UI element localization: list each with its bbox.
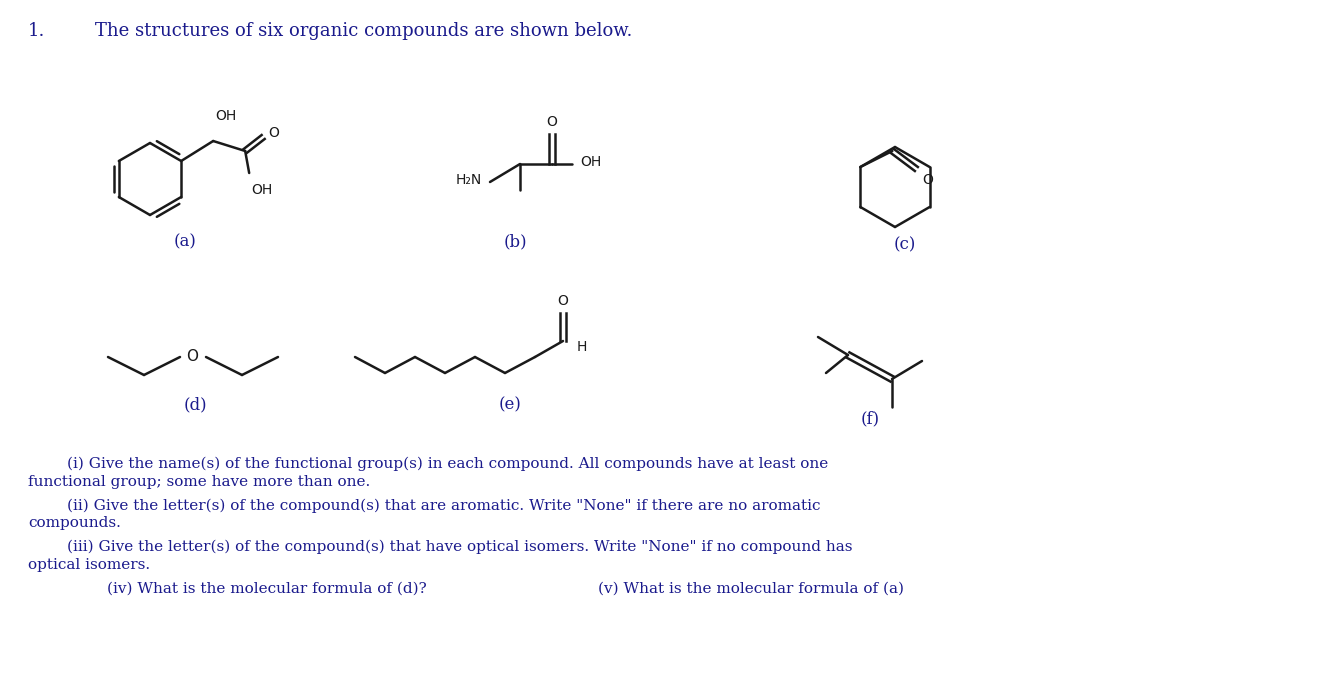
- Text: (v) What is the molecular formula of (a): (v) What is the molecular formula of (a): [599, 581, 904, 595]
- Text: (c): (c): [894, 236, 916, 254]
- Text: OH: OH: [580, 155, 601, 169]
- Text: (d): (d): [183, 397, 206, 413]
- Text: 1.: 1.: [28, 22, 46, 40]
- Text: O: O: [186, 348, 198, 364]
- Text: compounds.: compounds.: [28, 516, 121, 530]
- Text: H: H: [577, 340, 588, 354]
- Text: (i) Give the name(s) of the functional group(s) in each compound. All compounds : (i) Give the name(s) of the functional g…: [28, 457, 829, 471]
- Text: (a): (a): [174, 233, 197, 250]
- Text: O: O: [546, 115, 557, 129]
- Text: OH: OH: [252, 183, 272, 197]
- Text: (iii) Give the letter(s) of the compound(s) that have optical isomers. Write "No: (iii) Give the letter(s) of the compound…: [28, 539, 853, 554]
- Text: O: O: [557, 294, 569, 308]
- Text: (e): (e): [498, 397, 521, 413]
- Text: (iv) What is the molecular formula of (d)?: (iv) What is the molecular formula of (d…: [68, 581, 427, 595]
- Text: (f): (f): [861, 411, 880, 427]
- Text: functional group; some have more than one.: functional group; some have more than on…: [28, 475, 371, 489]
- Text: optical isomers.: optical isomers.: [28, 558, 150, 572]
- Text: O: O: [923, 173, 933, 187]
- Text: OH: OH: [216, 109, 237, 123]
- Text: (b): (b): [503, 233, 526, 250]
- Text: O: O: [268, 126, 279, 140]
- Text: (ii) Give the letter(s) of the compound(s) that are aromatic. Write "None" if th: (ii) Give the letter(s) of the compound(…: [28, 498, 821, 513]
- Text: H₂N: H₂N: [455, 173, 482, 187]
- Text: The structures of six organic compounds are shown below.: The structures of six organic compounds …: [95, 22, 632, 40]
